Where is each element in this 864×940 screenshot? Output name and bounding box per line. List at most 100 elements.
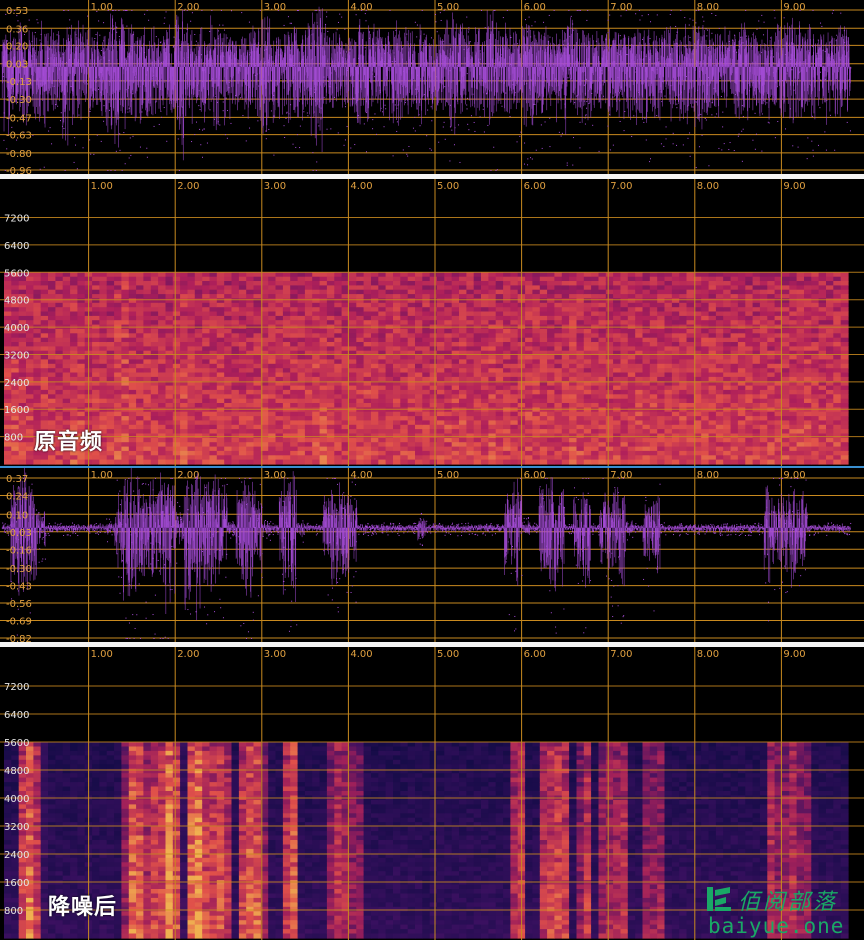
waveform-dot xyxy=(790,62,792,64)
waveform-dot xyxy=(365,151,367,153)
waveform-dot xyxy=(478,61,480,63)
waveform-dot xyxy=(242,115,244,117)
waveform-dot xyxy=(220,10,222,11)
waveform-dot xyxy=(217,30,219,32)
waveform-dot xyxy=(493,146,495,148)
waveform-dot xyxy=(496,169,498,171)
waveform-dot xyxy=(701,134,703,136)
waveform-dot xyxy=(306,112,308,114)
waveform-dot xyxy=(604,47,606,49)
waveform-dot xyxy=(127,56,129,58)
waveform-dot xyxy=(2,76,4,78)
waveform-dot xyxy=(24,47,26,49)
waveform-dot xyxy=(733,150,735,152)
waveform-dot xyxy=(612,144,614,146)
waveform-dot xyxy=(10,151,12,153)
waveform-dot xyxy=(443,40,445,42)
waveform-dot xyxy=(374,113,376,115)
waveform-dot xyxy=(326,16,328,18)
x-tick-label: 7.00 xyxy=(610,2,632,13)
waveform-dot xyxy=(253,58,255,60)
waveform-dot xyxy=(129,137,131,139)
waveform-dot xyxy=(17,32,19,34)
waveform-dot xyxy=(509,116,511,118)
waveform-dot xyxy=(806,158,808,160)
waveform-dot xyxy=(440,19,442,21)
waveform-dot xyxy=(656,14,658,16)
waveform-dot xyxy=(711,32,713,34)
waveform-dot xyxy=(530,79,532,81)
waveform-dot xyxy=(404,102,406,104)
waveform-dot xyxy=(36,19,38,21)
waveform-dot xyxy=(566,164,568,166)
waveform-dot xyxy=(11,114,13,116)
waveform-dot xyxy=(741,105,743,107)
waveform-dot xyxy=(127,111,129,113)
waveform-dot xyxy=(585,115,587,117)
waveform-dot xyxy=(209,109,211,111)
waveform-dot xyxy=(316,22,318,24)
waveform-dot xyxy=(268,128,270,130)
waveform-dot xyxy=(20,99,22,101)
waveform-dot xyxy=(695,22,697,24)
waveform-dot xyxy=(766,102,768,104)
waveform-dot xyxy=(435,21,437,23)
waveform-dot xyxy=(526,31,528,33)
waveform-dot xyxy=(194,34,196,36)
waveform-dot xyxy=(3,112,5,114)
waveform-dot xyxy=(633,115,635,117)
waveform-dot xyxy=(771,52,773,54)
waveform-dot xyxy=(341,16,343,18)
waveform-dot xyxy=(550,52,552,54)
waveform-dot xyxy=(591,93,593,95)
waveform-dot xyxy=(307,115,309,117)
waveform-dot xyxy=(676,103,678,105)
waveform-dot xyxy=(194,133,196,135)
waveform-dot xyxy=(284,137,286,139)
waveform-dot xyxy=(601,69,603,71)
waveform-dot xyxy=(102,73,104,75)
waveform-dot xyxy=(501,67,503,69)
waveform-dot xyxy=(601,73,603,75)
waveform-dot xyxy=(63,127,65,129)
waveform-dot xyxy=(439,12,441,14)
waveform-dot xyxy=(372,119,374,121)
waveform-dot xyxy=(257,120,259,122)
waveform-dot xyxy=(533,64,535,66)
waveform-dot xyxy=(638,10,640,11)
waveform-dot xyxy=(728,149,730,151)
waveform-dot xyxy=(579,121,581,123)
waveform-dot xyxy=(273,115,275,117)
waveform-dot xyxy=(153,75,155,77)
waveform-dot xyxy=(708,77,710,79)
waveform-dot xyxy=(126,10,128,11)
waveform-dot xyxy=(729,142,731,144)
waveform-dot xyxy=(326,128,328,130)
waveform-dot xyxy=(113,28,115,30)
waveform-dot xyxy=(132,71,134,73)
waveform-dot xyxy=(326,42,328,44)
waveform-dot xyxy=(132,34,134,36)
waveform-dot xyxy=(110,170,112,171)
waveform-dot xyxy=(420,78,422,80)
waveform-dot xyxy=(561,132,563,134)
waveform-dot xyxy=(119,133,121,135)
waveform-dot xyxy=(821,25,823,27)
waveform-dot xyxy=(845,56,847,58)
waveform-dot xyxy=(586,78,588,80)
waveform-dot xyxy=(49,48,51,50)
waveform-dot xyxy=(172,46,174,48)
waveform-dot xyxy=(849,130,851,132)
waveform-dot xyxy=(392,61,394,63)
waveform-dot xyxy=(586,101,588,103)
waveform-dot xyxy=(568,69,570,71)
waveform-dot xyxy=(619,35,621,37)
waveform-dot xyxy=(114,170,116,171)
waveform-dot xyxy=(373,76,375,78)
waveform-dot xyxy=(258,85,260,87)
waveform-dot xyxy=(649,58,651,60)
waveform-dot xyxy=(453,67,455,69)
waveform-dot xyxy=(742,128,744,130)
waveform-dot xyxy=(82,147,84,149)
waveform-dot xyxy=(311,42,313,44)
